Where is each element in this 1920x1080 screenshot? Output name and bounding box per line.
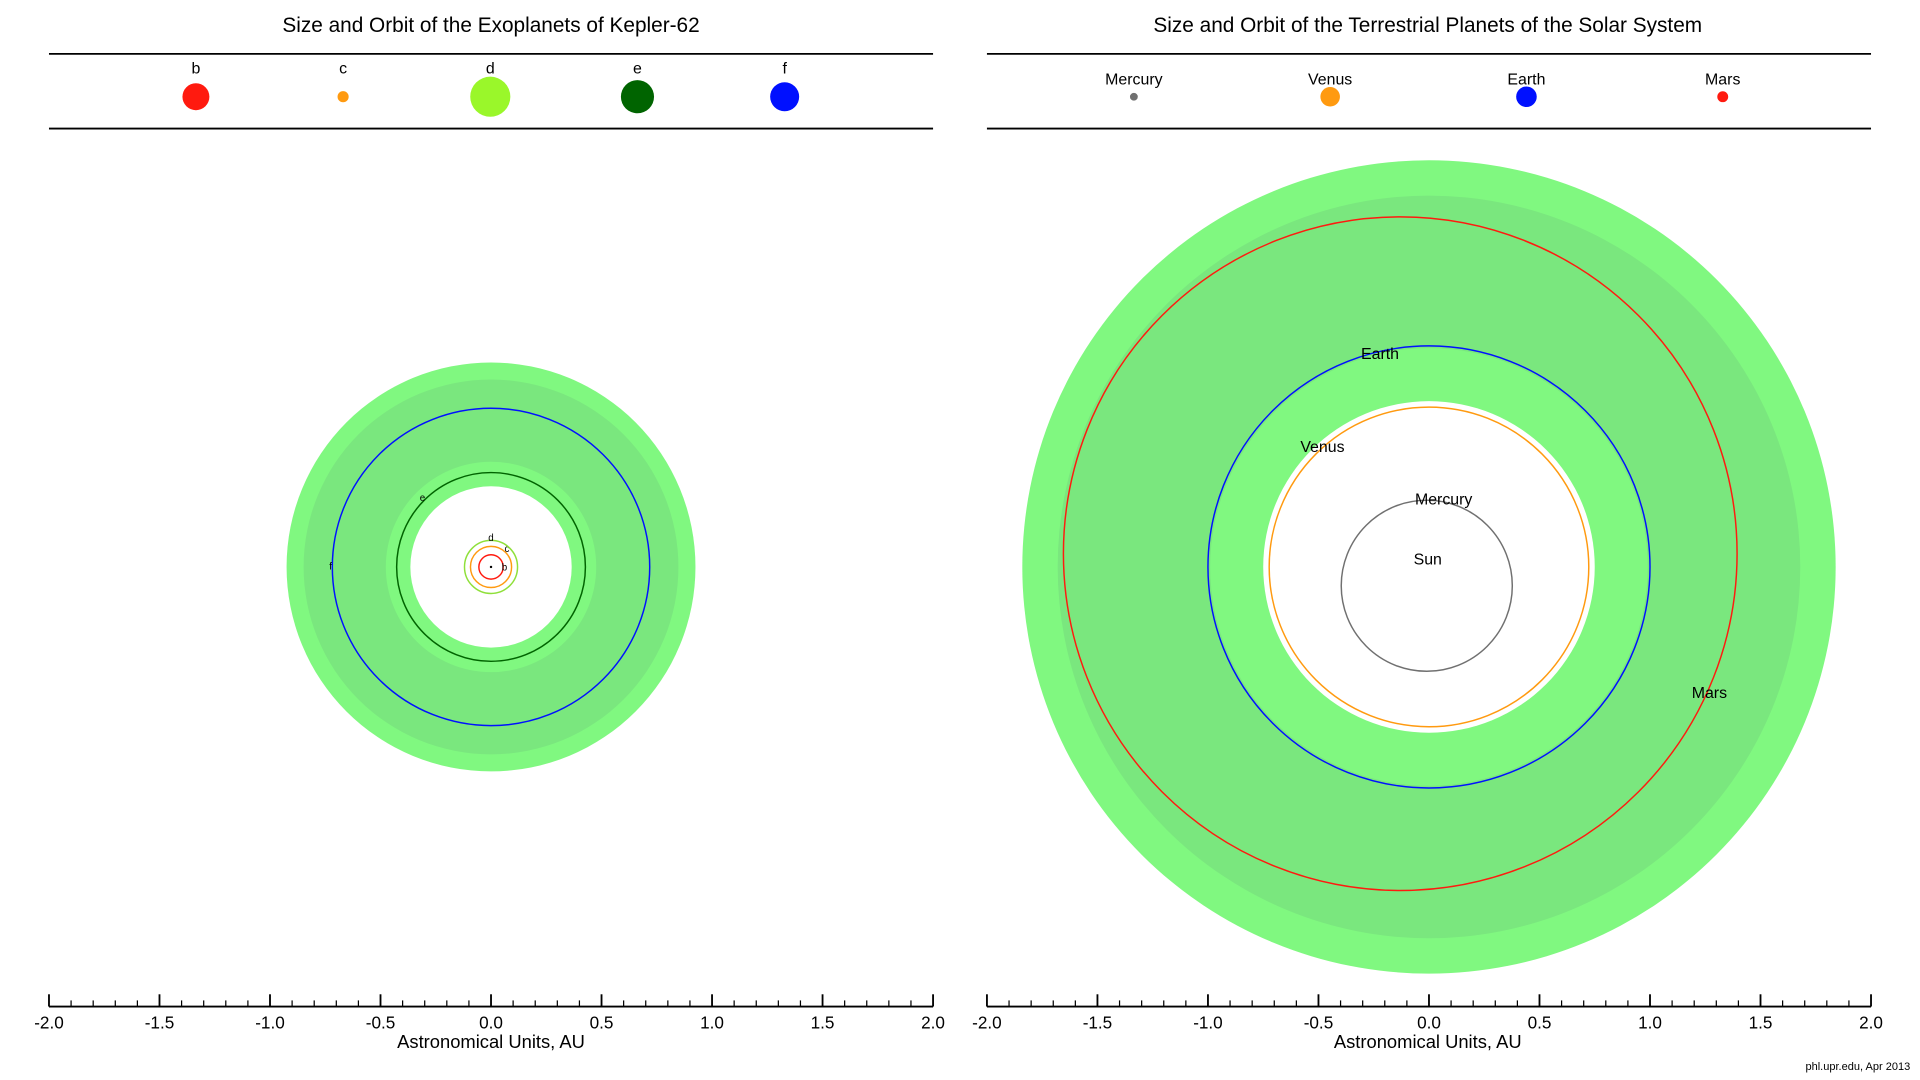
- star-label: Sun: [1414, 551, 1442, 568]
- legend-marker-b: [182, 83, 210, 111]
- orbit-label-c: c: [504, 544, 509, 555]
- tick-label: 0.0: [479, 1013, 503, 1033]
- legend: b c d e f: [182, 60, 800, 117]
- tick-label: -0.5: [366, 1013, 396, 1033]
- legend-marker-venus: [1320, 86, 1340, 107]
- chart-title: Size and Orbit of the Exoplanets of Kepl…: [282, 14, 699, 37]
- orbit-mercury: [1340, 499, 1514, 672]
- tick-label: -1.5: [1083, 1013, 1113, 1033]
- kepler62-panel: Size and Orbit of the Exoplanets of Kepl…: [34, 14, 945, 1052]
- legend-label-mercury: Mercury: [1105, 71, 1162, 88]
- legend-marker-e: [620, 80, 655, 114]
- legend-label-venus: Venus: [1308, 71, 1352, 88]
- tick-label: 1.0: [1638, 1013, 1662, 1033]
- plot-area: bcd e f: [286, 362, 696, 772]
- orbit-label-mercury: Mercury: [1415, 491, 1472, 508]
- tick-label: 0.5: [1528, 1013, 1552, 1033]
- hz-inner-boundary: [1263, 401, 1595, 733]
- tick-label: 1.0: [700, 1013, 724, 1033]
- tick-label: -1.0: [255, 1013, 285, 1033]
- orbit-mars: [1062, 216, 1738, 892]
- legend-label-e: e: [633, 60, 642, 77]
- solar-system-panel: Size and Orbit of the Terrestrial Planet…: [972, 14, 1883, 1052]
- legend-marker-mercury: [1129, 92, 1138, 101]
- tick-label: -0.5: [1304, 1013, 1334, 1033]
- orbit-d: [463, 539, 519, 595]
- tick-label: -2.0: [34, 1013, 64, 1033]
- x-axis-label: Astronomical Units, AU: [397, 1031, 585, 1052]
- orbit-label-earth: Earth: [1361, 346, 1399, 363]
- legend-marker-earth: [1516, 86, 1537, 108]
- orbit-label-d: d: [488, 533, 493, 544]
- orbit-label-b: b: [502, 563, 508, 574]
- tick-label: 1.5: [1749, 1013, 1773, 1033]
- tick-label: 2.0: [921, 1013, 945, 1033]
- tick-label: 0.0: [1417, 1013, 1441, 1033]
- legend-marker-f: [770, 82, 800, 112]
- credit-text: phl.upr.edu, Apr 2013: [1805, 1061, 1910, 1073]
- tick-label: -2.0: [972, 1013, 1002, 1033]
- tick-label: 2.0: [1859, 1013, 1883, 1033]
- legend-marker-mars: [1717, 91, 1729, 103]
- orbit-b: [478, 554, 504, 580]
- x-axis-label: Astronomical Units, AU: [1334, 1031, 1522, 1052]
- orbit-label-venus: Venus: [1300, 439, 1344, 456]
- orbit-venus: [1268, 406, 1590, 728]
- legend-label-c: c: [339, 60, 347, 77]
- tick-label: -1.5: [145, 1013, 175, 1033]
- star-marker: [489, 565, 493, 569]
- plot-area: Mercury Venus Earth Mars Sun: [1022, 160, 1836, 974]
- legend-label-f: f: [782, 60, 787, 77]
- orbit-label-e: e: [420, 493, 425, 504]
- orbit-earth: [1207, 345, 1651, 789]
- orbit-label-f: f: [329, 561, 332, 572]
- orbit-label-mars: Mars: [1692, 685, 1727, 702]
- legend-marker-d: [470, 76, 511, 117]
- legend-label-d: d: [486, 60, 495, 77]
- x-axis: -2.0 -1.5 -1.0 -0.5 0.0 0.5 1.0 1.5 2.0: [34, 994, 945, 1033]
- legend-label-b: b: [191, 60, 200, 77]
- orbit-f: [331, 407, 651, 727]
- legend-label-earth: Earth: [1507, 71, 1545, 88]
- tick-label: -1.0: [1193, 1013, 1223, 1033]
- tick-label: 1.5: [811, 1013, 835, 1033]
- chart-title: Size and Orbit of the Terrestrial Planet…: [1153, 14, 1702, 37]
- orbit-e: [395, 471, 587, 663]
- orbit-c: [469, 545, 513, 589]
- legend-label-mars: Mars: [1705, 71, 1740, 88]
- tick-label: 0.5: [590, 1013, 614, 1033]
- legend: Mercury Venus Earth Mars: [1105, 71, 1740, 108]
- legend-marker-c: [337, 91, 349, 103]
- x-axis: -2.0 -1.5 -1.0 -0.5 0.0 0.5 1.0 1.5 2.0: [972, 994, 1883, 1033]
